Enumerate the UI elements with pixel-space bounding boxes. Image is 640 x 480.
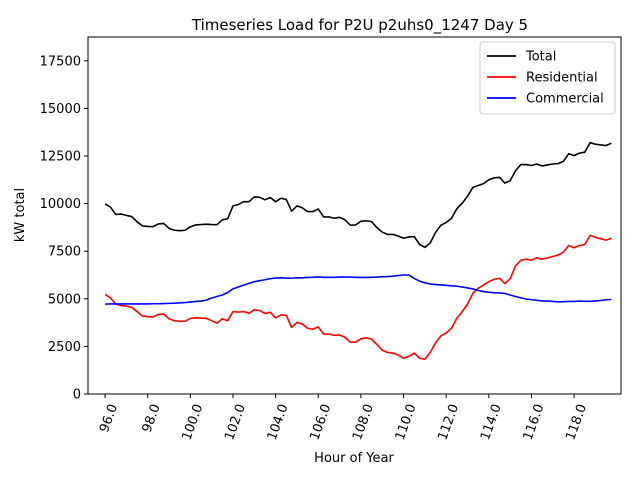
x-tick-label: 110.0 bbox=[393, 402, 420, 442]
plot-area bbox=[87, 36, 622, 395]
chart-title: Timeseries Load for P2U p2uhs0_1247 Day … bbox=[191, 16, 528, 35]
legend-label-commercial: Commercial bbox=[526, 92, 604, 107]
x-tick-label: 114.0 bbox=[478, 402, 505, 442]
legend-label-total: Total bbox=[525, 50, 556, 65]
x-tick-label: 98.0 bbox=[140, 402, 164, 434]
x-axis: 96.0 98.0 100.0 102.0 104.0 106.0 108.0 110.0 11… bbox=[97, 394, 590, 442]
y-tick-label: 10000 bbox=[40, 197, 81, 212]
x-axis-title: Hour of Year bbox=[314, 451, 394, 466]
y-tick-label: 15000 bbox=[40, 102, 81, 117]
series-line-residential bbox=[104, 234, 612, 360]
y-tick-label: 12500 bbox=[40, 150, 81, 165]
x-tick-label: 102.0 bbox=[222, 402, 249, 442]
x-tick-label: 108.0 bbox=[350, 402, 377, 442]
series-lines bbox=[104, 141, 612, 360]
series-line-total bbox=[104, 141, 612, 249]
x-tick-label: 100.0 bbox=[180, 402, 207, 442]
y-tick-label: 2500 bbox=[48, 340, 81, 355]
x-tick-label: 96.0 bbox=[97, 402, 121, 434]
plot-frame bbox=[87, 36, 622, 395]
legend-frame bbox=[479, 41, 616, 115]
x-tick-label: 116.0 bbox=[521, 402, 548, 442]
y-tick-label: 17500 bbox=[40, 54, 81, 69]
y-tick-label: 5000 bbox=[48, 292, 81, 307]
legend: Total Residential Commercial bbox=[479, 41, 616, 115]
x-tick-label: 112.0 bbox=[435, 402, 462, 442]
x-tick-label: 118.0 bbox=[563, 402, 590, 442]
legend-label-residential: Residential bbox=[526, 71, 598, 86]
y-axis-title: kW total bbox=[13, 188, 28, 242]
series-line-commercial bbox=[105, 274, 612, 305]
y-axis: 0 2500 5000 7500 10000 12500 15000 17500 bbox=[40, 54, 88, 403]
y-tick-label: 0 bbox=[73, 388, 81, 403]
y-tick-label: 7500 bbox=[48, 245, 81, 260]
x-tick-label: 104.0 bbox=[265, 402, 292, 442]
x-tick-label: 106.0 bbox=[307, 402, 334, 442]
